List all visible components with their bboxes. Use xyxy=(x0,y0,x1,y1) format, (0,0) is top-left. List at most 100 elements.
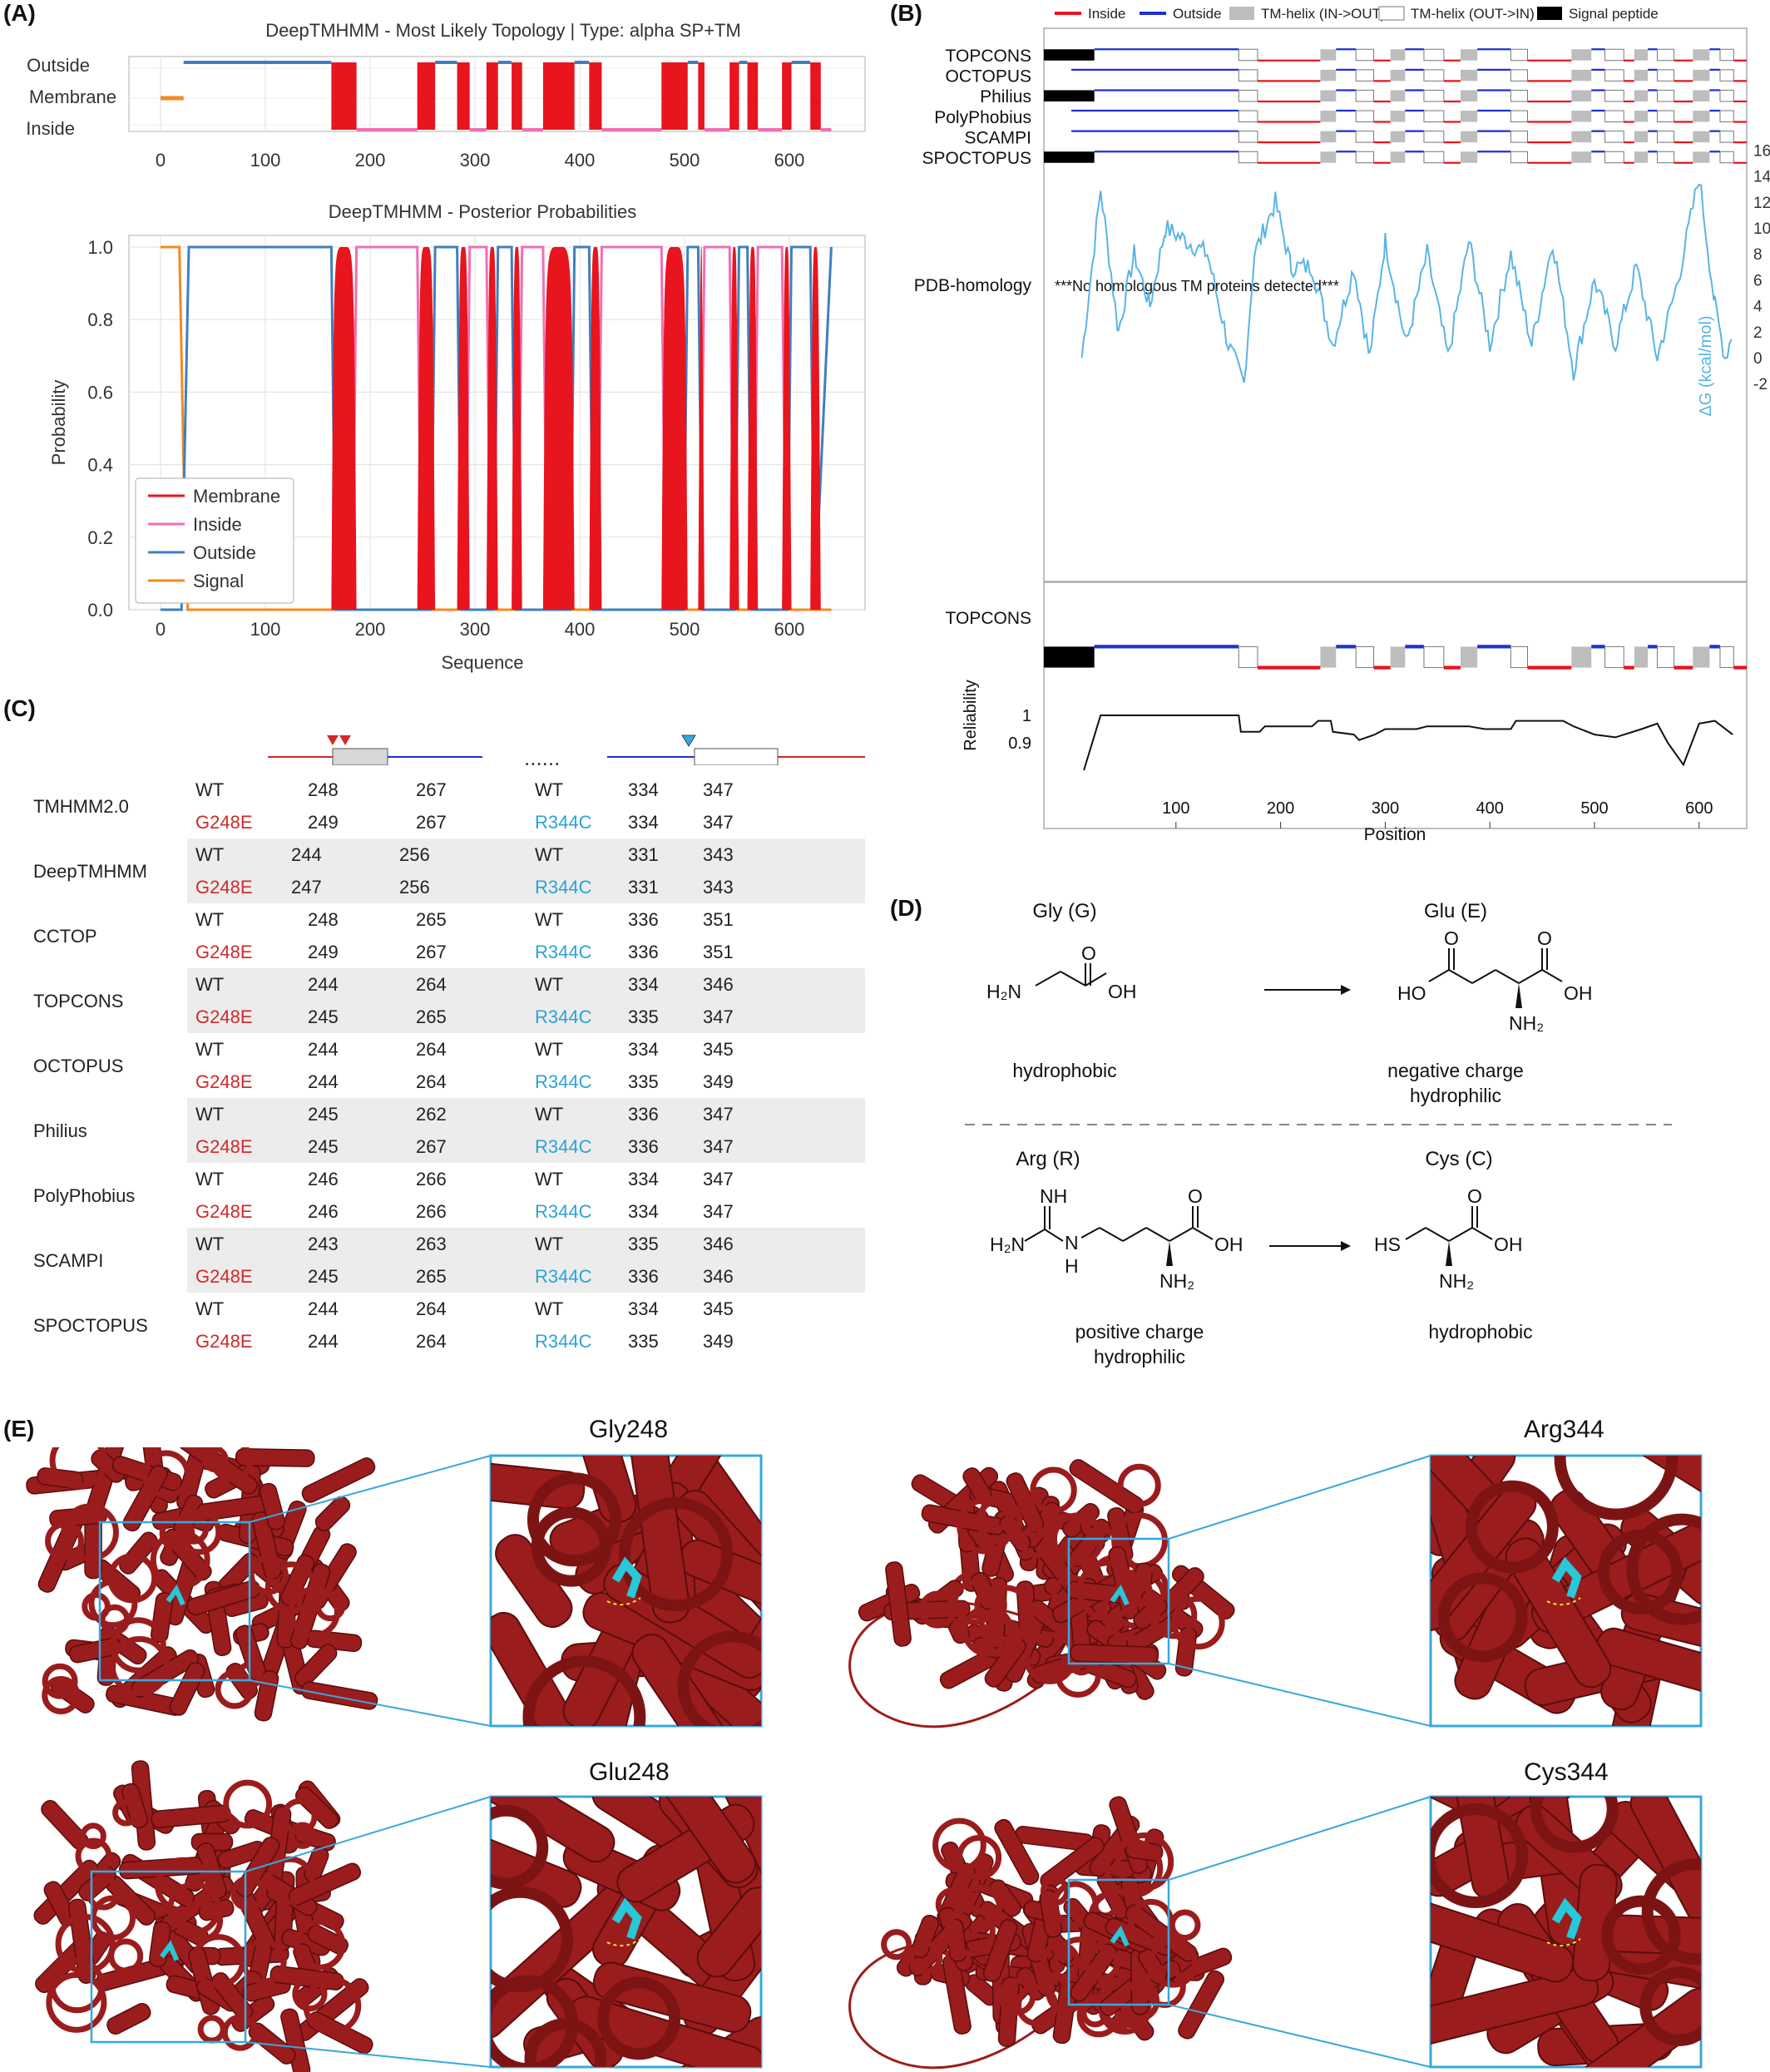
posterior-legend: Membrane Inside Outside Signal xyxy=(135,477,294,604)
zoom-coil xyxy=(677,1630,761,1726)
table-cell: 264 xyxy=(416,1298,447,1319)
svg-text:NH₂: NH₂ xyxy=(1439,1270,1474,1292)
posterior-membrane-peak xyxy=(512,246,522,610)
tm-helix-box xyxy=(1719,69,1734,82)
topology-xtick: 200 xyxy=(355,150,386,171)
posterior-ylabel: Probability xyxy=(48,380,69,466)
cys-name: Cys (C) xyxy=(1425,1148,1493,1170)
gly-desc: hydrophobic xyxy=(1012,1060,1117,1081)
table-cell: WT xyxy=(535,974,564,995)
protein-structure-view xyxy=(848,1455,1431,1728)
protein-coil xyxy=(42,1675,81,1714)
protein-coil xyxy=(215,1669,255,1709)
protein-coil xyxy=(303,1976,362,2035)
zoom-helix xyxy=(1617,1456,1701,1521)
protein-helix xyxy=(314,1496,351,1531)
table-cell: 248 xyxy=(308,909,339,930)
table-cell: 347 xyxy=(703,1201,734,1222)
table-cell: R344C xyxy=(535,942,592,962)
table-row: G248E 245 265 R344C 335 347 xyxy=(187,1001,865,1033)
tm-helix-box xyxy=(1693,646,1710,668)
protein-helix xyxy=(1070,1644,1159,1664)
topology-prediction-table: WT 248 267 WT 334 347 G248E 249 267 R344C 334 347 TM… xyxy=(25,774,865,1357)
posterior-membrane-peak xyxy=(457,246,470,610)
protein-helix xyxy=(235,1448,315,1467)
tm-helix-box xyxy=(1390,646,1406,668)
protein-coil xyxy=(1115,1832,1174,1892)
table-row: G248E 244 264 R344C 335 349 xyxy=(187,1325,865,1357)
position-tick: 500 xyxy=(1580,799,1608,818)
table-cell: 335 xyxy=(628,1071,659,1092)
table-cell: 335 xyxy=(628,1331,659,1352)
table-row: WT 248 265 WT 336 351 xyxy=(187,903,865,936)
tm-helix-box xyxy=(1460,131,1478,143)
table-cell: 347 xyxy=(703,1006,734,1027)
table-cell: WT xyxy=(535,1234,564,1254)
protein-coil xyxy=(1171,1595,1225,1650)
table-row: WT 244 264 WT 334 345 xyxy=(187,1293,865,1325)
zoomed-view xyxy=(489,1795,763,2069)
tm-helix-box xyxy=(1510,48,1528,62)
posterior-xtick: 200 xyxy=(355,619,386,640)
hydrogen-bond xyxy=(1546,1938,1581,1947)
tm-helix-box xyxy=(1656,151,1675,164)
table-cell: G248E xyxy=(195,942,253,962)
tool-name: TOPCONS xyxy=(33,991,124,1011)
table-cell: G248E xyxy=(195,1331,253,1352)
panel-b-figure: Inside Outside TM-helix (IN->OUT) TM-hel… xyxy=(914,6,1770,844)
table-cell: 343 xyxy=(703,844,734,865)
tm-helix-box xyxy=(1604,131,1624,143)
gly-name: Gly (G) xyxy=(1032,900,1097,922)
topology-xtick: 100 xyxy=(250,150,281,171)
zoom-helix xyxy=(696,1887,761,1978)
table-cell: 334 xyxy=(628,1298,659,1319)
table-cell: G248E xyxy=(195,812,253,833)
table-cell: R344C xyxy=(535,1331,592,1352)
reliability-curve xyxy=(1083,715,1733,771)
position-tick: 200 xyxy=(1267,799,1294,818)
tm-helix-box xyxy=(1634,131,1649,143)
signal-peptide-block xyxy=(1044,49,1095,61)
delta-g-tick: 2 xyxy=(1753,324,1763,342)
protein-coil xyxy=(210,1447,254,1482)
tool-label-scampi: SCAMPI xyxy=(964,128,1031,147)
table-cell: WT xyxy=(195,1169,225,1189)
position-ticks: 100 200 300 400 500 600 xyxy=(1162,799,1713,828)
zoom-coil xyxy=(522,1655,646,1726)
table-row: WT 243 263 WT 335 346 xyxy=(187,1228,865,1260)
zoom-coil xyxy=(1437,1572,1528,1663)
table-cell: 244 xyxy=(308,1071,339,1092)
topology-xtick: 0 xyxy=(156,150,166,171)
table-cell: 347 xyxy=(703,1169,734,1189)
title-cys344: Cys344 xyxy=(1524,1758,1609,1786)
zoom-coil xyxy=(524,2018,607,2067)
table-cell: 335 xyxy=(628,1006,659,1027)
gly-h2n: H₂N xyxy=(986,981,1021,1002)
protein-coil xyxy=(288,1586,340,1639)
protein-structure-view xyxy=(33,1760,492,2072)
tm-helix-box xyxy=(1634,111,1649,122)
delta-g-curve xyxy=(1080,183,1733,383)
tm-helix-box xyxy=(1571,151,1592,163)
table-cell: R344C xyxy=(535,1006,592,1027)
hydrogen-bond xyxy=(1546,1597,1581,1606)
protein-coil xyxy=(61,1503,119,1562)
tm-helix-box xyxy=(1656,89,1675,102)
table-cell: 266 xyxy=(416,1169,447,1189)
protein-coil xyxy=(107,1553,158,1604)
topology-tm-helix xyxy=(331,62,357,130)
tm-helix-box xyxy=(1634,90,1649,101)
tm-helix-box xyxy=(1390,49,1406,61)
protein-helix xyxy=(294,1786,339,1829)
table-cell: 336 xyxy=(628,1136,659,1157)
table-cell: 334 xyxy=(628,1201,659,1222)
tm-helix-box xyxy=(1390,151,1406,163)
table-cell: 267 xyxy=(416,1136,447,1157)
table-cell: 246 xyxy=(308,1201,339,1222)
tm-helix-box xyxy=(1719,131,1734,143)
reliability-tick: 0.9 xyxy=(1008,734,1031,753)
protein-helix xyxy=(994,1818,1040,1886)
tm-helix-box xyxy=(1719,110,1734,123)
protein-coil xyxy=(265,1856,315,1906)
panel-label-d: (D) xyxy=(890,895,922,921)
